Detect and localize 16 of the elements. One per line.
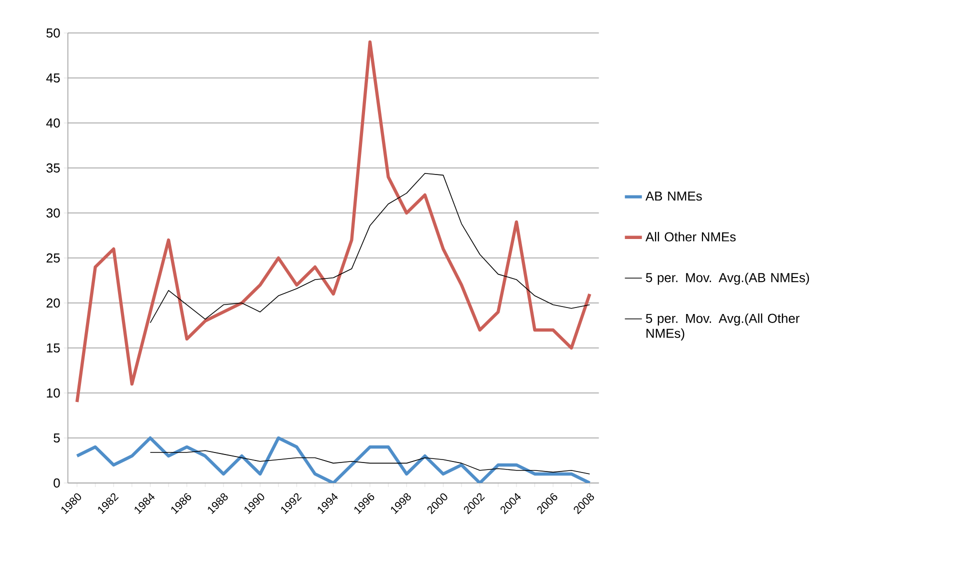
y-tick-label: 45 bbox=[46, 73, 60, 83]
legend-label: AB NMEs bbox=[646, 192, 702, 201]
y-tick-label: 50 bbox=[46, 28, 60, 38]
y-tick-label: 30 bbox=[46, 208, 60, 218]
y-tick-label: 20 bbox=[46, 298, 60, 308]
legend-label: All Other NMEs bbox=[646, 232, 736, 242]
y-tick-label: 10 bbox=[46, 388, 60, 398]
y-tick-label: 5 bbox=[54, 433, 60, 443]
y-tick-label: 15 bbox=[46, 343, 60, 353]
y-tick-label: 35 bbox=[46, 163, 60, 173]
y-tick-label: 40 bbox=[46, 118, 60, 128]
y-tick-label: 25 bbox=[46, 253, 60, 263]
y-tick-label: 0 bbox=[54, 478, 60, 488]
line-series bbox=[150, 172, 590, 324]
legend-label: 5 per. Mov. Avg.(AB NMEs) bbox=[646, 272, 809, 285]
legend-label: 5 per. Mov. Avg.(All Other NMEs) bbox=[646, 313, 800, 340]
